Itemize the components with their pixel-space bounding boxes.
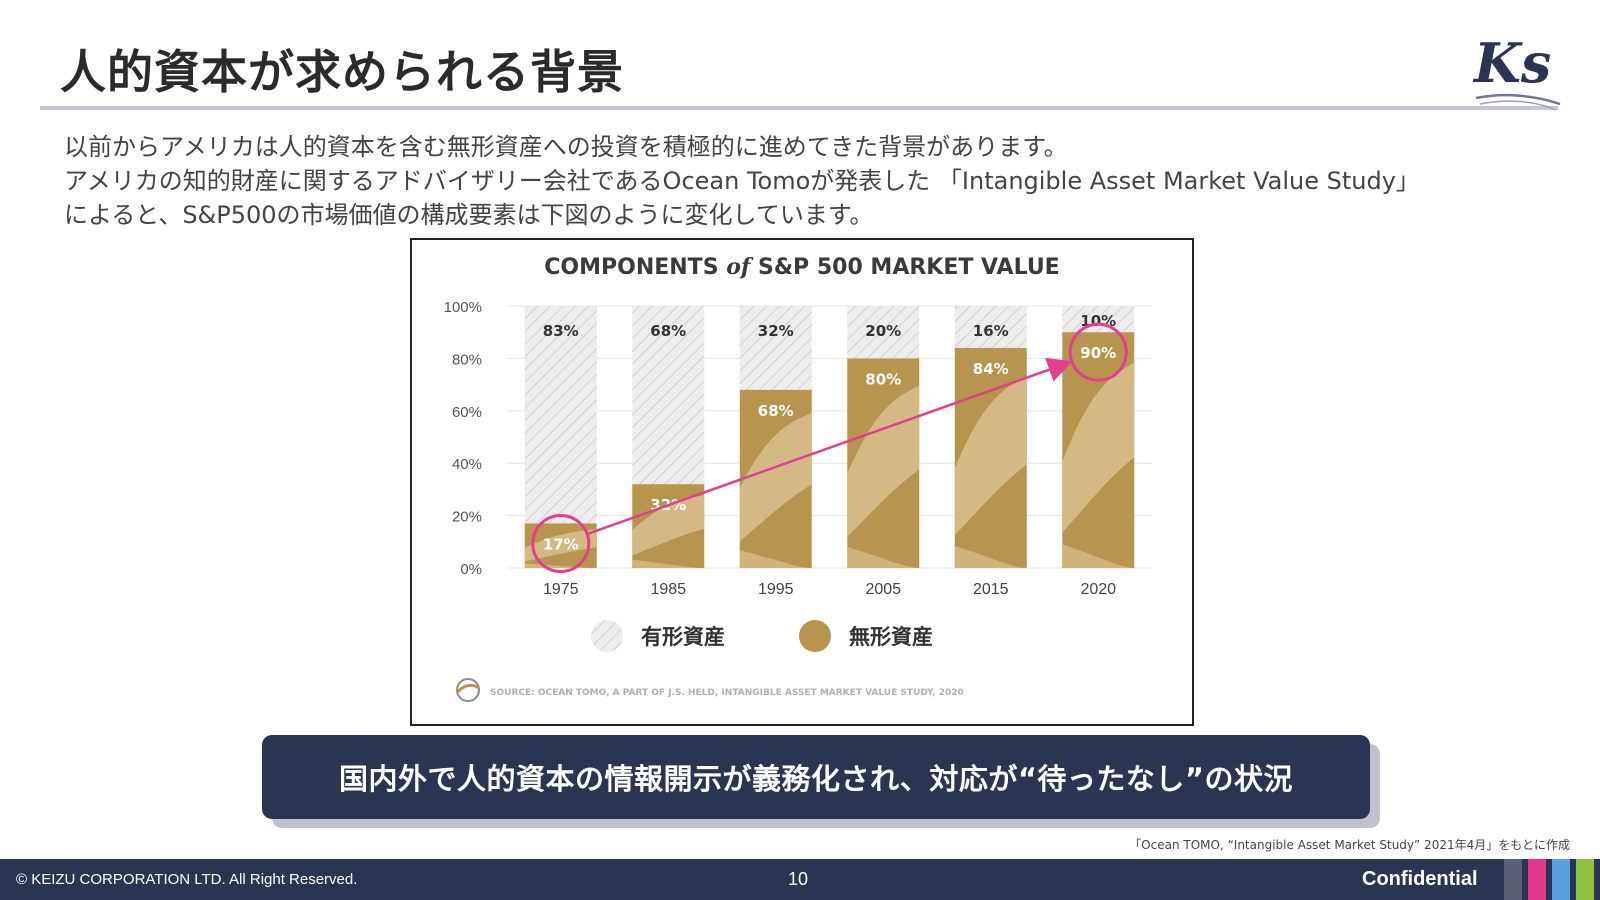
bar-tangible: [847, 306, 920, 359]
footer-stripe: [1504, 859, 1522, 900]
chart-title: COMPONENTS of S&P 500 MARKET VALUE: [544, 254, 1059, 280]
chart-title-part: of: [726, 254, 754, 280]
source-logo-swoosh: [456, 683, 480, 693]
source-note: 「Ocean TOMO, “Intangible Asset Market St…: [1129, 838, 1570, 852]
footer-stripe: [1552, 859, 1570, 900]
highlight-circle-start: [531, 513, 591, 573]
bar-tangible: [632, 306, 705, 485]
x-tick-label: 1985: [650, 581, 686, 598]
page-title: 人的資本が求められる背景: [60, 45, 624, 99]
intro-line: アメリカの知的財産に関するアドバイザリー会社であるOcean Tomoが発表した…: [64, 167, 1420, 195]
x-tick-label: 1995: [758, 581, 794, 598]
bar-intangible-band: [954, 376, 1027, 535]
legend-swatch: [591, 620, 623, 652]
footer-stripe: [1528, 859, 1546, 900]
y-tick-label: 0%: [460, 561, 482, 578]
bar-intangible-band: [739, 413, 812, 542]
bar-intangible-band: [1062, 362, 1135, 533]
intro-text: 以前からアメリカは人的資本を含む無形資産への投資を積極的に進めてきた背景がありま…: [64, 130, 1564, 232]
legend-swatch: [799, 620, 831, 652]
data-label-intangible: 84%: [973, 360, 1009, 378]
y-tick-label: 100%: [444, 299, 482, 316]
bar-intangible-band: [524, 529, 597, 562]
logo-text: Ks: [1472, 31, 1551, 95]
data-label-tangible: 16%: [973, 322, 1009, 340]
x-tick-label: 1975: [543, 581, 579, 598]
bar-intangible-band: [632, 559, 705, 568]
chart-frame: COMPONENTS of S&P 500 MARKET VALUE 0% 20%…: [410, 238, 1194, 726]
bar-intangible-band: [739, 550, 812, 568]
bar-intangible-band: [632, 495, 705, 556]
footer: © KEIZU CORPORATION LTD. All Right Reser…: [0, 859, 1600, 900]
growth-arrow: [586, 357, 1073, 536]
data-label-tangible: 68%: [650, 322, 686, 340]
bar-tangible: [524, 306, 597, 524]
sp500-components-chart: COMPONENTS of S&P 500 MARKET VALUE 0% 20%…: [444, 254, 1152, 702]
y-tick-label: 40%: [452, 456, 482, 473]
ks-logo-icon: Ks: [1472, 31, 1561, 111]
bar-intangible-band: [1062, 544, 1135, 568]
page-number: 10: [788, 869, 809, 889]
copyright: © KEIZU CORPORATION LTD. All Right Reser…: [16, 871, 358, 888]
conclusion-banner: 国内外で人的資本の情報開示が義務化され、対応が“待ったなし”の状況: [262, 735, 1370, 819]
bar-tangible: [1062, 306, 1135, 333]
legend-label: 有形資産: [641, 625, 725, 649]
title-divider: [40, 106, 1558, 110]
conclusion-text: 国内外で人的資本の情報開示が義務化され、対応が“待ったなし”の状況: [339, 762, 1293, 796]
bar-tangible: [739, 306, 812, 390]
y-tick-label: 60%: [452, 404, 482, 421]
data-label-intangible: 68%: [758, 402, 794, 420]
x-tick-label: 2020: [1080, 581, 1116, 598]
chart-source: SOURCE: OCEAN TOMO, A PART OF J.S. HELD,…: [490, 688, 964, 698]
chart-title-part: COMPONENTS: [544, 255, 718, 280]
y-tick-label: 80%: [452, 351, 482, 368]
bar-intangible-band: [847, 547, 920, 568]
legend-label: 無形資産: [849, 625, 933, 649]
data-label-intangible: 17%: [543, 535, 579, 553]
bar-intangible-band: [524, 563, 597, 568]
x-tick-label: 2015: [973, 581, 1009, 598]
data-label-tangible: 83%: [543, 322, 579, 340]
highlight-circle-end: [1068, 322, 1128, 382]
data-label-tangible: 20%: [865, 322, 901, 340]
intro-line: 以前からアメリカは人的資本を含む無形資産への投資を積極的に進めてきた背景がありま…: [64, 133, 1068, 161]
x-tick-label: 2005: [865, 581, 901, 598]
intro-line: によると、S&P500の市場価値の構成要素は下図のように変化しています。: [64, 201, 874, 229]
footer-stripe: [1576, 859, 1594, 900]
source-logo-icon: [456, 678, 480, 702]
confidential-label: Confidential: [1362, 868, 1478, 890]
y-tick-label: 20%: [452, 509, 482, 526]
data-label-intangible: 80%: [865, 370, 901, 388]
chart-title-part: S&P 500 MARKET VALUE: [758, 255, 1060, 280]
bar-tangible: [954, 306, 1027, 348]
data-label-tangible: 32%: [758, 322, 794, 340]
data-label-intangible: 90%: [1080, 344, 1116, 362]
bar-intangible-band: [954, 545, 1027, 568]
